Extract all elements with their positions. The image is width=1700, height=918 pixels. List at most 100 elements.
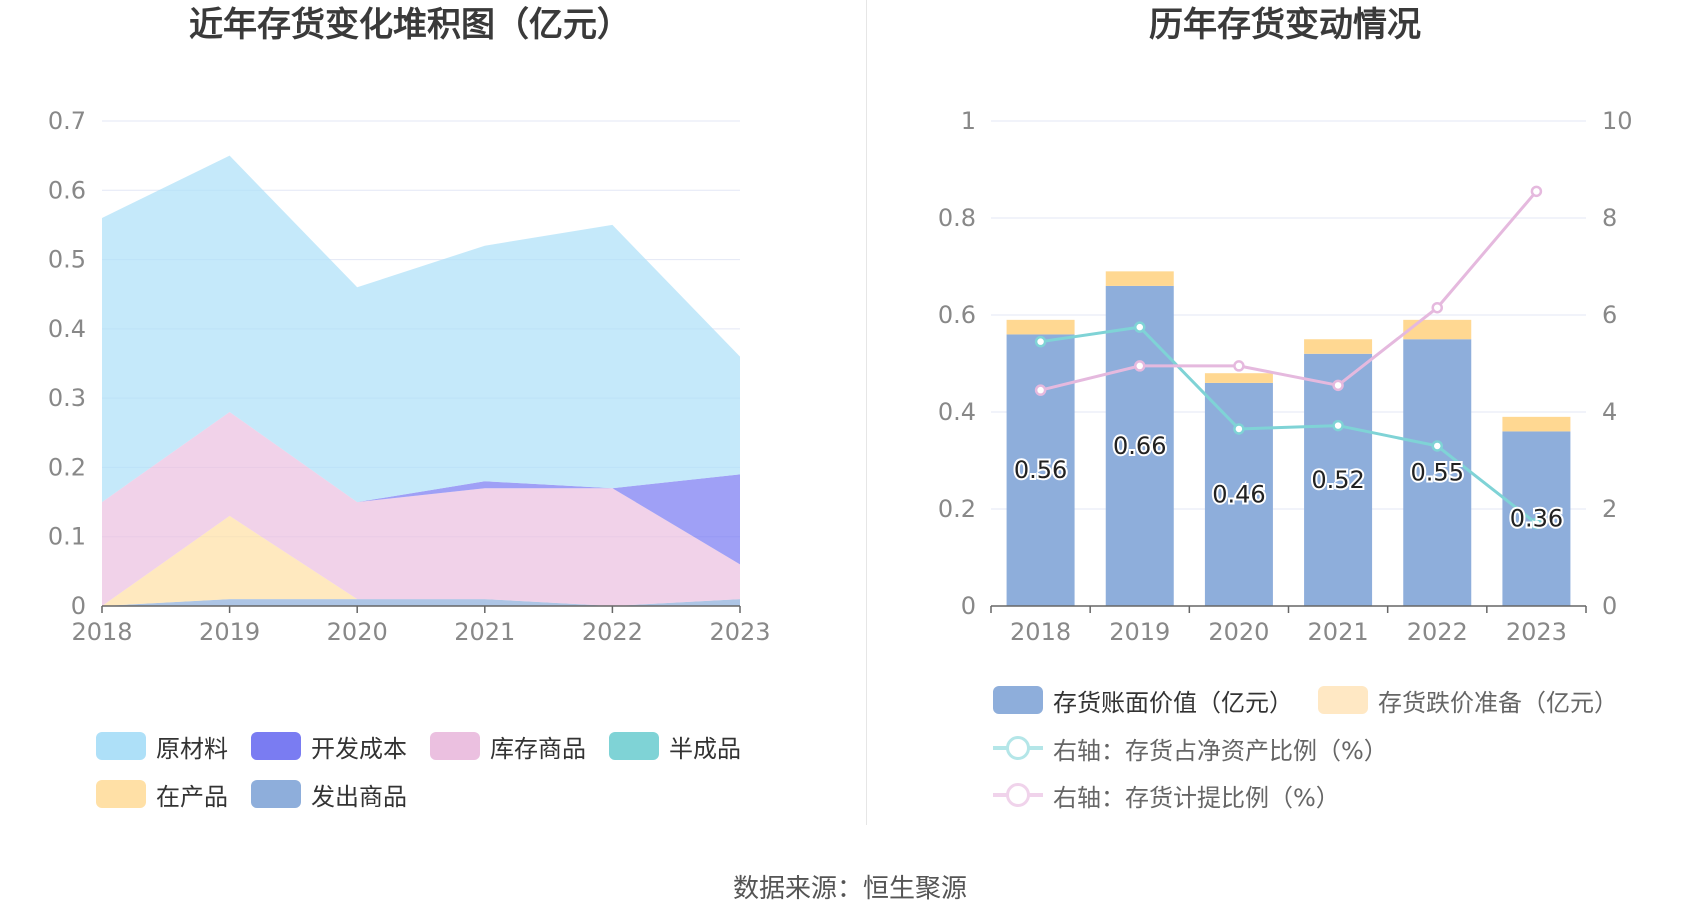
legend-label: 存货账面价值（亿元） bbox=[1053, 688, 1293, 717]
bar-data-label: 0.46 bbox=[1212, 480, 1265, 508]
bar-data-label: 0.55 bbox=[1411, 459, 1464, 487]
bar-book-value bbox=[1204, 382, 1273, 606]
area-series bbox=[102, 412, 740, 606]
right-y-tick-label: 10 bbox=[1602, 107, 1633, 135]
legend-swatch bbox=[430, 732, 480, 760]
bar-impairment-provision bbox=[1403, 319, 1472, 340]
legend-label: 开发成本 bbox=[311, 734, 407, 763]
bar-data-label: 0.52 bbox=[1311, 466, 1364, 494]
bar-book-value bbox=[1304, 353, 1373, 606]
right-y-tick-label: 4 bbox=[1602, 398, 1617, 426]
legend-label: 半成品 bbox=[669, 734, 741, 763]
legend-label: 发出商品 bbox=[311, 782, 407, 811]
line-point bbox=[1134, 360, 1146, 372]
x-tick-label: 2022 bbox=[1407, 618, 1468, 646]
line-point bbox=[1034, 384, 1047, 396]
x-tick-label: 2018 bbox=[1010, 618, 1071, 646]
legend-label: 在产品 bbox=[156, 782, 228, 811]
right-chart-title: 历年存货变动情况 bbox=[1149, 5, 1421, 45]
legend-label: 右轴：存货占净资产比例（%） bbox=[1053, 736, 1388, 765]
right-y-tick-label: 8 bbox=[1602, 204, 1617, 232]
legend-line-swatch bbox=[993, 734, 1043, 762]
line-point bbox=[1431, 440, 1443, 452]
bar-data-label: 0.36 bbox=[1510, 505, 1563, 533]
legend-swatch bbox=[993, 686, 1043, 714]
bar-book-value bbox=[1006, 334, 1075, 606]
area-series bbox=[102, 599, 740, 606]
line-point bbox=[1134, 321, 1146, 333]
x-tick-label: 2021 bbox=[1308, 618, 1369, 646]
legend-item-goods-shipped[interactable]: 发出商品 bbox=[251, 778, 407, 811]
x-tick-label: 2020 bbox=[1208, 618, 1269, 646]
x-tick-label: 2019 bbox=[1109, 618, 1170, 646]
legend-item-inventory-to-net-assets[interactable]: 右轴：存货占净资产比例（%） bbox=[993, 732, 1388, 765]
legend-swatch bbox=[251, 780, 301, 808]
legend-item-raw-materials[interactable]: 原材料 bbox=[96, 730, 228, 763]
left-y-tick-label: 0.6 bbox=[938, 301, 976, 329]
right-y-tick-label: 0 bbox=[1602, 592, 1617, 620]
left-y-tick-label: 0.2 bbox=[938, 495, 976, 523]
x-tick-label: 2023 bbox=[709, 618, 770, 646]
line-series bbox=[1040, 325, 1538, 525]
line-point bbox=[1034, 335, 1047, 348]
data-source-note: 数据来源：恒生聚源 bbox=[732, 874, 967, 904]
bar-data-label: 0.66 bbox=[1113, 432, 1166, 460]
y-tick-label: 0.3 bbox=[48, 384, 86, 412]
left-chart-title: 近年存货变化堆积图（亿元） bbox=[189, 5, 631, 45]
left-y-tick-label: 0.8 bbox=[938, 204, 976, 232]
bar-impairment-provision bbox=[1006, 319, 1075, 335]
legend-item-development-cost[interactable]: 开发成本 bbox=[251, 730, 407, 763]
legend-label: 右轴：存货计提比例（%） bbox=[1053, 783, 1340, 812]
legend-label: 原材料 bbox=[156, 734, 228, 763]
y-tick-label: 0.4 bbox=[48, 315, 86, 343]
x-tick-label: 2019 bbox=[199, 618, 260, 646]
x-tick-label: 2021 bbox=[454, 618, 515, 646]
legend-line-swatch bbox=[993, 781, 1043, 809]
bar-impairment-provision bbox=[1105, 271, 1174, 286]
legend-swatch bbox=[96, 780, 146, 808]
legend-swatch bbox=[251, 732, 301, 760]
x-tick-label: 2020 bbox=[327, 618, 388, 646]
left-y-tick-label: 0.4 bbox=[938, 398, 976, 426]
line-point bbox=[1530, 517, 1543, 530]
y-tick-label: 0.5 bbox=[48, 246, 86, 274]
bar-impairment-provision bbox=[1502, 416, 1571, 432]
right-y-tick-label: 2 bbox=[1602, 495, 1617, 523]
bar-book-value bbox=[1105, 285, 1174, 606]
stacked-area-chart: 0 0.1 0.2 0.3 0.4 0.5 0.6 0.7 2018 2019 2020 2021 20… bbox=[48, 107, 771, 646]
x-tick-label: 2023 bbox=[1506, 618, 1567, 646]
x-tick-label: 2018 bbox=[71, 618, 132, 646]
area-series bbox=[102, 515, 740, 606]
y-tick-label: 0.2 bbox=[48, 453, 86, 481]
legend-swatch bbox=[96, 732, 146, 760]
line-point bbox=[1530, 185, 1543, 198]
legend-label: 存货跌价准备（亿元） bbox=[1378, 688, 1618, 717]
y-tick-label: 0 bbox=[71, 592, 86, 620]
legend-item-impairment-provision[interactable]: 存货跌价准备（亿元） bbox=[1318, 684, 1618, 717]
line-point bbox=[1431, 301, 1443, 314]
legend-swatch bbox=[1318, 686, 1368, 714]
line-point bbox=[1332, 419, 1344, 432]
y-tick-label: 0.7 bbox=[48, 107, 86, 135]
legend-item-work-in-progress[interactable]: 在产品 bbox=[96, 778, 228, 811]
legend-item-semi-finished[interactable]: 半成品 bbox=[609, 730, 741, 763]
legend-item-inventory-goods[interactable]: 库存商品 bbox=[430, 730, 586, 763]
legend-swatch bbox=[609, 732, 659, 760]
bar-book-value bbox=[1403, 339, 1472, 606]
legend-label: 库存商品 bbox=[490, 734, 586, 763]
line-point bbox=[1233, 423, 1245, 435]
bar-impairment-provision bbox=[1204, 373, 1273, 383]
y-tick-label: 0.1 bbox=[48, 523, 86, 551]
bar-data-label: 0.56 bbox=[1014, 456, 1067, 484]
legend-item-book-value[interactable]: 存货账面价值（亿元） bbox=[993, 684, 1293, 717]
panel-divider bbox=[866, 0, 867, 825]
right-y-tick-label: 6 bbox=[1602, 301, 1617, 329]
bar-impairment-provision bbox=[1304, 339, 1373, 354]
line-point bbox=[1332, 379, 1344, 392]
area-series bbox=[102, 155, 740, 503]
legend-item-provision-ratio[interactable]: 右轴：存货计提比例（%） bbox=[993, 779, 1340, 812]
left-y-tick-label: 0 bbox=[961, 592, 976, 620]
left-y-tick-label: 1 bbox=[961, 107, 976, 135]
line-series bbox=[1040, 190, 1538, 392]
